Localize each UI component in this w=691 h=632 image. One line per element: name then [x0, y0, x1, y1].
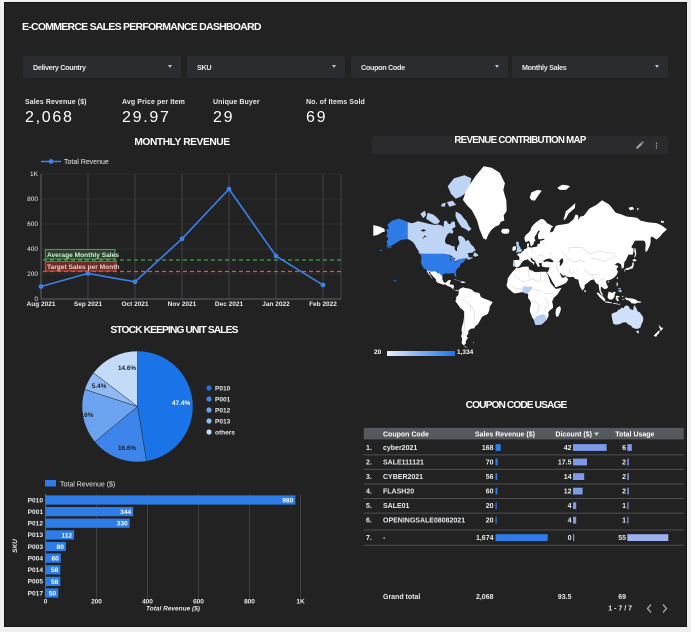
svg-text:6.: 6.	[366, 518, 372, 525]
svg-text:Total Revenue ($): Total Revenue ($)	[146, 606, 200, 613]
svg-text:2.: 2.	[366, 459, 372, 466]
svg-text:Coupon Code: Coupon Code	[383, 432, 429, 439]
svg-text:56: 56	[486, 474, 494, 481]
svg-text:2,068: 2,068	[476, 594, 494, 601]
svg-text:58: 58	[51, 567, 59, 574]
svg-text:58: 58	[51, 579, 59, 586]
svg-text:Feb 2022: Feb 2022	[309, 301, 337, 308]
svg-text:P012: P012	[28, 521, 44, 528]
svg-text:344: 344	[120, 509, 131, 516]
svg-text:69: 69	[618, 594, 626, 601]
svg-text:P017: P017	[28, 590, 44, 597]
svg-text:1K: 1K	[296, 599, 305, 606]
svg-text:-: -	[383, 535, 386, 542]
svg-text:others: others	[215, 430, 235, 437]
svg-text:Dicount ($): Dicount ($)	[555, 432, 592, 439]
svg-text:Target Sales per Month: Target Sales per Month	[47, 264, 119, 271]
svg-text:Total Revenue: Total Revenue	[64, 159, 109, 166]
svg-text:Total Revenue ($): Total Revenue ($)	[60, 482, 115, 489]
svg-text:1.: 1.	[366, 445, 372, 452]
svg-text:2: 2	[622, 474, 626, 481]
svg-text:4: 4	[568, 518, 572, 525]
svg-text:17.5: 17.5	[558, 459, 572, 466]
svg-text:20: 20	[486, 503, 494, 510]
svg-text:P010: P010	[28, 497, 44, 504]
svg-text:P001: P001	[28, 509, 44, 516]
svg-text:50: 50	[49, 590, 57, 597]
svg-text:5.: 5.	[366, 503, 372, 510]
svg-text:20: 20	[486, 518, 494, 525]
svg-text:Nov 2021: Nov 2021	[168, 301, 197, 308]
svg-text:Dec 2021: Dec 2021	[215, 301, 244, 308]
svg-text:SKU: SKU	[12, 539, 19, 553]
svg-text:600: 600	[193, 599, 204, 606]
svg-text:3.: 3.	[366, 474, 372, 481]
svg-text:SALE111121: SALE111121	[383, 459, 424, 466]
svg-text:4.: 4.	[366, 489, 372, 496]
svg-text:Sales Revenue ($): Sales Revenue ($)	[475, 432, 535, 439]
svg-text:14.6%: 14.6%	[118, 365, 136, 372]
svg-text:Grand total: Grand total	[383, 594, 420, 601]
svg-text:Total Usage: Total Usage	[615, 432, 654, 439]
svg-text:FLASH20: FLASH20	[383, 489, 414, 496]
svg-text:112: 112	[61, 532, 72, 539]
svg-text:7.: 7.	[366, 535, 372, 542]
svg-text:0: 0	[34, 296, 38, 303]
svg-text:2: 2	[622, 489, 626, 496]
svg-text:600: 600	[27, 221, 38, 228]
svg-text:60: 60	[51, 556, 59, 563]
svg-text:400: 400	[27, 246, 38, 253]
svg-text:Sep 2021: Sep 2021	[74, 301, 103, 308]
svg-text:P010: P010	[215, 386, 231, 393]
svg-text:1: 1	[622, 503, 626, 510]
svg-text:4: 4	[568, 503, 572, 510]
svg-text:P004: P004	[28, 555, 44, 562]
svg-text:5.4%: 5.4%	[92, 383, 107, 390]
svg-text:CYBER2021: CYBER2021	[383, 474, 423, 481]
svg-text:800: 800	[27, 196, 38, 203]
svg-text:42: 42	[564, 445, 572, 452]
svg-text:60: 60	[486, 489, 494, 496]
svg-text:Aug 2021: Aug 2021	[27, 301, 56, 308]
svg-text:16.6%: 16.6%	[118, 445, 136, 452]
svg-text:0: 0	[568, 535, 572, 542]
svg-text:Jan 2022: Jan 2022	[262, 301, 290, 308]
svg-text:2: 2	[622, 459, 626, 466]
svg-text:SALE01: SALE01	[383, 503, 410, 510]
svg-text:12: 12	[564, 489, 572, 496]
svg-text:47.4%: 47.4%	[172, 400, 190, 407]
svg-text:200: 200	[91, 599, 102, 606]
svg-text:14: 14	[564, 474, 572, 481]
svg-text:93.5: 93.5	[558, 594, 572, 601]
svg-text:P012: P012	[215, 408, 231, 415]
svg-text:P013: P013	[215, 419, 231, 426]
svg-text:1: 1	[622, 518, 626, 525]
svg-text:16%: 16%	[81, 412, 94, 419]
svg-text:OPENINGSALE08082021: OPENINGSALE08082021	[383, 518, 465, 525]
svg-text:P005: P005	[28, 579, 44, 586]
svg-text:P014: P014	[28, 567, 44, 574]
svg-text:400: 400	[142, 599, 153, 606]
svg-text:80: 80	[57, 544, 65, 551]
svg-text:cyber2021: cyber2021	[383, 445, 417, 452]
svg-text:980: 980	[282, 497, 293, 504]
svg-text:1,674: 1,674	[476, 535, 494, 542]
svg-text:P003: P003	[28, 544, 44, 551]
svg-text:1 - 7 / 7: 1 - 7 / 7	[608, 606, 632, 613]
svg-text:6: 6	[622, 445, 626, 452]
svg-text:Average Monthly Sales: Average Monthly Sales	[47, 252, 119, 259]
svg-text:55: 55	[618, 535, 626, 542]
svg-text:70: 70	[486, 459, 494, 466]
svg-text:Oct 2021: Oct 2021	[121, 301, 148, 308]
svg-text:330: 330	[117, 521, 128, 528]
svg-text:0: 0	[44, 599, 48, 606]
svg-text:P001: P001	[215, 397, 231, 404]
svg-text:1K: 1K	[30, 171, 39, 178]
svg-text:P013: P013	[28, 532, 44, 539]
svg-text:200: 200	[27, 271, 38, 278]
svg-text:800: 800	[244, 599, 255, 606]
svg-text:168: 168	[482, 445, 494, 452]
